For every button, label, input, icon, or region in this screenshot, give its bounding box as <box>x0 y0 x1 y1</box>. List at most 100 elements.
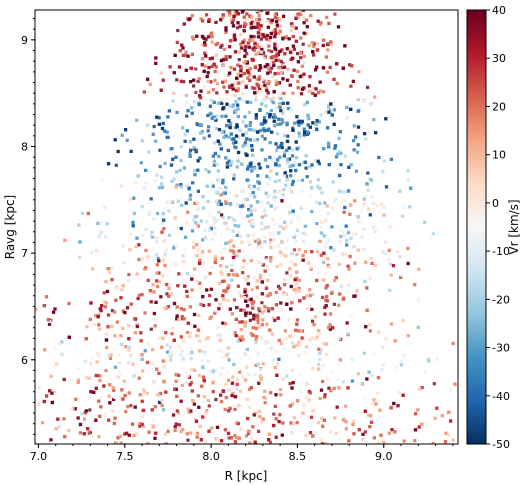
scatter-point <box>293 278 297 282</box>
scatter-point <box>223 79 227 83</box>
scatter-point <box>167 294 171 298</box>
scatter-point <box>290 22 294 26</box>
scatter-point <box>316 178 320 182</box>
scatter-point <box>135 118 139 122</box>
scatter-point <box>443 440 448 444</box>
scatter-point <box>299 51 303 55</box>
scatter-point <box>232 404 237 408</box>
scatter-point <box>334 276 338 280</box>
scatter-point <box>198 94 202 98</box>
scatter-point <box>176 199 180 203</box>
scatter-point <box>263 35 267 39</box>
scatter-point <box>54 427 58 431</box>
scatter-point <box>183 133 187 137</box>
scatter-point <box>307 398 311 402</box>
scatter-point <box>221 178 225 182</box>
scatter-point <box>291 163 295 167</box>
scatter-point <box>263 226 268 230</box>
scatter-point <box>234 317 238 321</box>
scatter-point <box>382 441 386 444</box>
scatter-point <box>206 199 210 203</box>
scatter-point <box>198 339 202 343</box>
scatter-point <box>258 240 262 244</box>
scatter-point <box>308 125 312 129</box>
scatter-point <box>291 217 295 221</box>
scatter-point <box>288 334 292 338</box>
scatter-point <box>228 39 232 43</box>
scatter-point <box>249 128 253 132</box>
scatter-point <box>291 128 295 132</box>
scatter-point <box>260 244 264 248</box>
scatter-point <box>160 175 164 179</box>
scatter-point <box>255 335 259 339</box>
scatter-point <box>125 306 130 310</box>
scatter-point <box>215 437 220 441</box>
scatter-point <box>338 360 342 364</box>
scatter-point <box>125 431 129 435</box>
scatter-point <box>88 408 92 412</box>
scatter-point <box>318 201 322 206</box>
scatter-point <box>346 231 351 235</box>
scatter-point <box>154 431 158 435</box>
scatter-point <box>308 75 312 79</box>
scatter-point <box>258 374 263 378</box>
scatter-point <box>267 67 271 71</box>
scatter-point <box>127 279 131 283</box>
scatter-point <box>295 147 299 151</box>
scatter-point <box>225 161 229 165</box>
scatter-point <box>212 100 216 104</box>
scatter-point <box>393 339 397 343</box>
scatter-point <box>241 271 245 275</box>
scatter-point <box>213 257 217 261</box>
scatter-point <box>276 145 280 149</box>
scatter-point <box>272 207 277 211</box>
scatter-point <box>301 239 305 243</box>
scatter-point <box>182 278 186 283</box>
scatter-point <box>272 412 276 416</box>
scatter-point <box>226 73 230 77</box>
scatter-point <box>355 289 359 293</box>
scatter-point <box>283 283 287 287</box>
scatter-point <box>255 279 259 283</box>
scatter-point <box>335 81 339 86</box>
scatter-point <box>329 312 333 316</box>
scatter-point <box>266 294 270 298</box>
scatter-point <box>214 65 218 69</box>
scatter-point <box>190 277 194 281</box>
scatter-point <box>174 422 178 426</box>
scatter-point <box>268 115 272 119</box>
scatter-point <box>167 209 171 213</box>
scatter-point <box>245 137 249 141</box>
scatter-point <box>208 104 212 108</box>
scatter-point <box>296 120 300 124</box>
scatter-point <box>181 427 185 432</box>
scatter-point <box>236 284 240 288</box>
scatter-point <box>204 411 208 415</box>
scatter-point <box>141 256 145 260</box>
scatter-point <box>361 437 365 441</box>
scatter-point <box>245 17 249 21</box>
scatter-point <box>375 204 379 208</box>
scatter-point <box>238 389 242 393</box>
scatter-point <box>238 320 242 324</box>
scatter-point <box>225 102 229 106</box>
scatter-point <box>274 47 278 51</box>
scatter-point <box>249 213 253 217</box>
scatter-point <box>252 276 256 280</box>
scatter-point <box>299 206 303 210</box>
scatter-point <box>242 215 246 219</box>
scatter-point <box>324 110 328 114</box>
scatter-point <box>221 64 226 68</box>
scatter-point <box>317 329 321 333</box>
scatter-point <box>325 284 329 288</box>
scatter-point <box>230 83 234 87</box>
scatter-point <box>195 62 199 66</box>
scatter-point <box>289 57 293 61</box>
scatter-point <box>382 206 386 210</box>
scatter-point <box>179 307 183 311</box>
scatter-point <box>156 375 160 379</box>
scatter-point <box>249 165 253 169</box>
scatter-point <box>216 139 220 143</box>
scatter-point <box>246 167 250 171</box>
scatter-point <box>288 47 292 52</box>
